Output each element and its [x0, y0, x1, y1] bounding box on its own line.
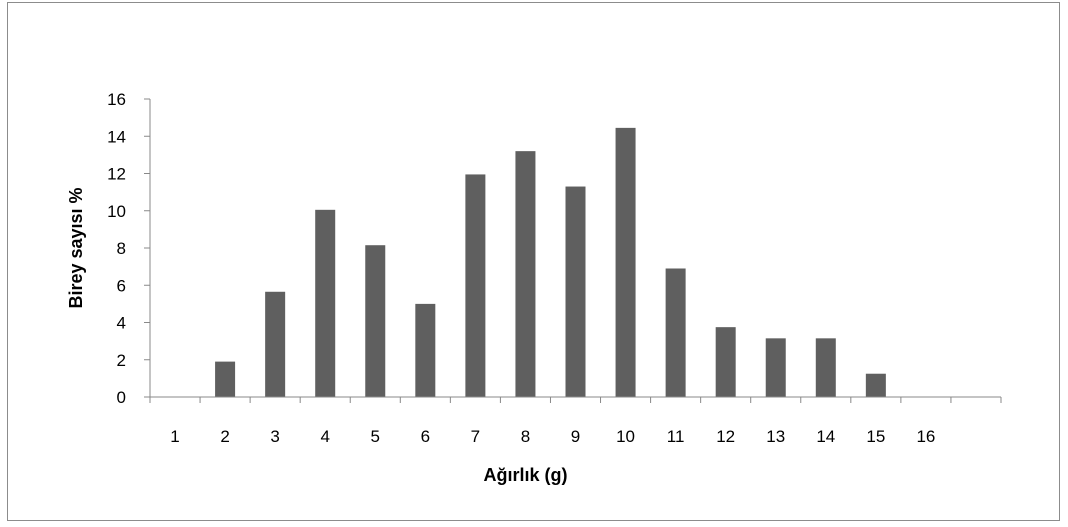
x-tick-label-2: 2	[220, 427, 229, 446]
bar-8	[515, 151, 536, 397]
y-tick-label: 14	[107, 127, 126, 146]
bar-9	[565, 186, 586, 397]
x-tick-label-16: 16	[916, 427, 935, 446]
y-tick-label: 8	[117, 239, 126, 258]
x-tick-label-3: 3	[270, 427, 279, 446]
bar-7	[465, 174, 486, 397]
x-tick-label-12: 12	[716, 427, 735, 446]
bar-14	[815, 338, 836, 397]
x-tick-label-14: 14	[816, 427, 835, 446]
bars-group	[215, 127, 886, 398]
x-tick-labels: 1 2 3 4 5 6 7 8 9 10 11 12 13 14 15 16	[170, 427, 935, 446]
x-tick-label-9: 9	[571, 427, 580, 446]
x-tick-label-11: 11	[667, 427, 685, 446]
y-axis-title: Birey sayısı %	[66, 187, 86, 308]
x-tick-label-15: 15	[866, 427, 885, 446]
bar-13	[765, 338, 786, 397]
bar-5	[365, 245, 386, 397]
x-tick-label-10: 10	[616, 427, 635, 446]
y-tick-label: 0	[117, 388, 126, 407]
bar-12	[715, 327, 736, 397]
y-tick-label: 12	[107, 165, 126, 184]
bar-4	[315, 209, 336, 397]
y-tick-label: 6	[117, 276, 126, 295]
x-tick-label-5: 5	[371, 427, 380, 446]
bar-3	[265, 291, 286, 397]
y-tick-label: 2	[117, 351, 126, 370]
y-tick-label: 4	[117, 314, 126, 333]
x-tick-label-8: 8	[521, 427, 530, 446]
x-tick-label-4: 4	[320, 427, 329, 446]
y-tick-labels: 0 2 4 6 8 10 12 14 16	[107, 90, 126, 407]
bar-11	[665, 268, 686, 397]
y-tick-label: 16	[107, 90, 126, 109]
x-tick-label-13: 13	[766, 427, 785, 446]
bar-6	[415, 303, 436, 398]
x-tick-label-1: 1	[170, 427, 179, 446]
x-tick-label-6: 6	[421, 427, 430, 446]
x-axis-title: Ağırlık (g)	[484, 465, 568, 485]
x-tick-label-7: 7	[471, 427, 480, 446]
bar-15	[865, 373, 886, 397]
axes-group	[144, 98, 1002, 403]
y-tick-label: 10	[107, 202, 126, 221]
bar-10	[615, 127, 636, 398]
bar-2	[215, 361, 236, 397]
